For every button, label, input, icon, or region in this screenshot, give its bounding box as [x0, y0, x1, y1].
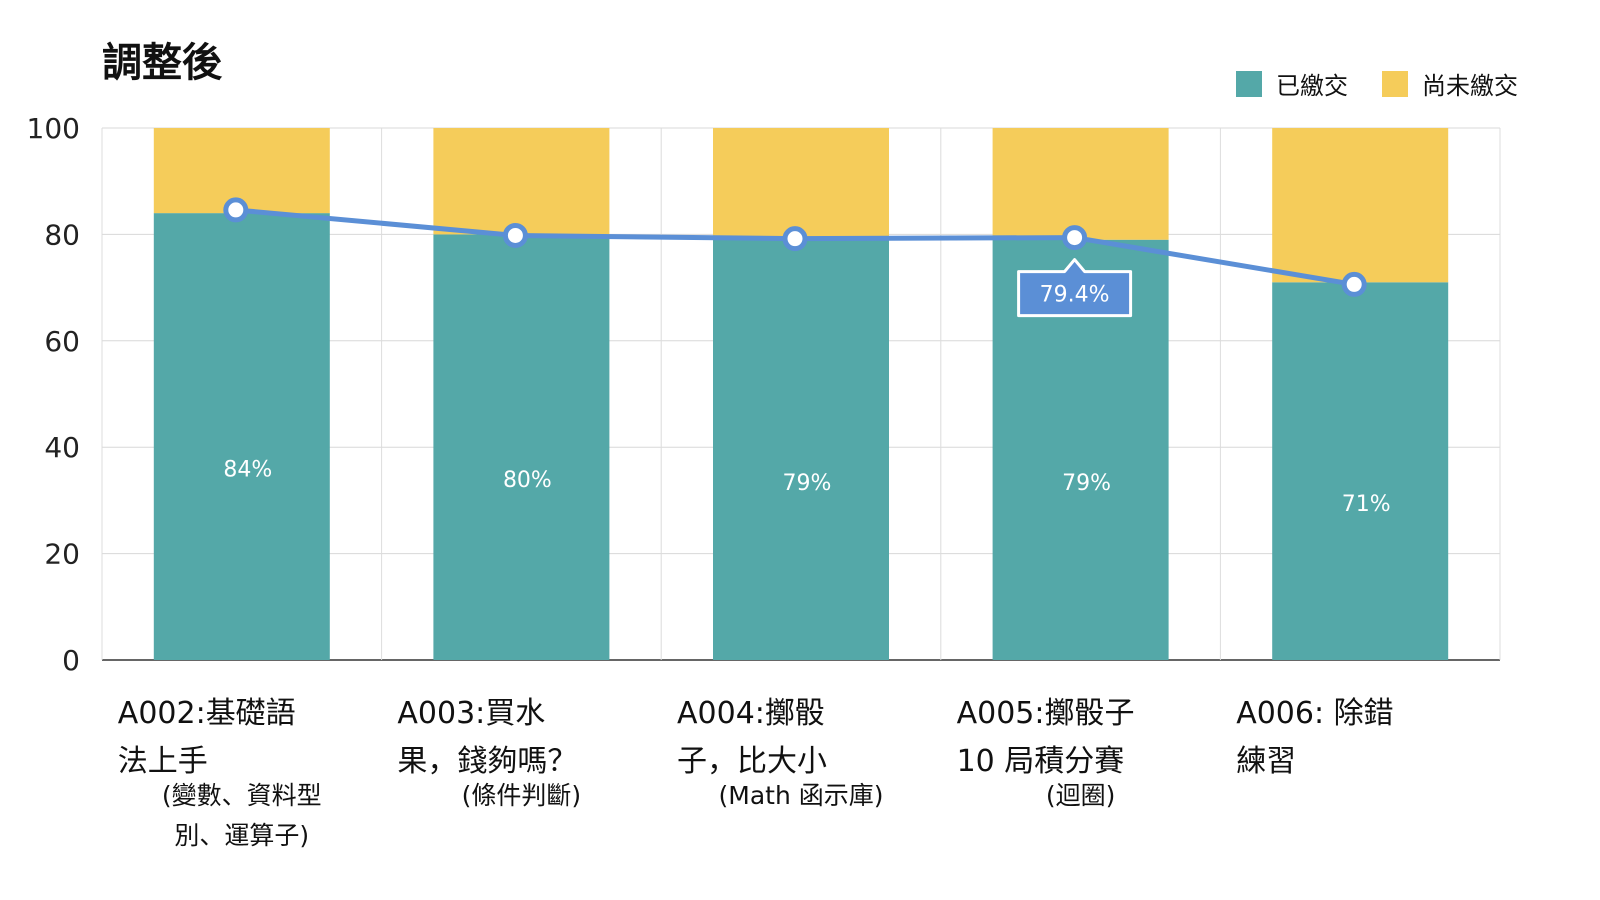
bar-segment-not-submitted: [1272, 128, 1449, 283]
category-label: A006: 除錯 練習: [1236, 690, 1456, 786]
category-label-line2: 法上手: [117, 744, 208, 779]
bar-value-label: 79%: [783, 471, 832, 496]
tooltip-text: 79.4%: [1040, 283, 1110, 308]
category-label: A002:基礎語 法上手: [118, 690, 338, 786]
category-sublabel: (變數、資料型 別、運算子): [132, 776, 352, 856]
category-label-line2: 果，錢夠嗎？: [397, 744, 578, 779]
legend-label-not-submitted: 尚未繳交: [1422, 72, 1518, 100]
bar-segment-not-submitted: [433, 128, 610, 235]
category-label-line1: A002:基礎語: [117, 696, 296, 731]
legend-item-not-submitted[interactable]: 尚未繳交: [1382, 66, 1518, 101]
trend-point: [782, 226, 808, 252]
legend: 已繳交 尚未繳交: [1236, 66, 1518, 101]
category-label: A003:買水 果，錢夠嗎？: [397, 690, 617, 786]
chart-title: 調整後: [102, 40, 222, 86]
category-sublabel: (條件判斷): [411, 776, 631, 816]
category-label-line2: 子，比大小: [677, 744, 827, 779]
bar-segment-not-submitted: [713, 128, 889, 240]
trend-point: [502, 222, 528, 248]
y-tick-label: 40: [44, 431, 80, 464]
legend-label-submitted: 已繳交: [1276, 72, 1348, 100]
bars: 84% 80% 79% 79% 71%: [153, 128, 1449, 660]
y-tick-label: 0: [62, 644, 80, 677]
legend-swatch-not-submitted: [1382, 70, 1408, 97]
trend-point: [223, 197, 249, 223]
bar-segment-submitted: [1272, 282, 1449, 660]
category-sublabel: (迴圈): [971, 776, 1191, 816]
y-tick-label: 100: [27, 112, 80, 145]
category-label: A004:擲骰 子，比大小: [677, 690, 897, 786]
bar-segment-submitted: [433, 234, 610, 660]
y-tick-label: 60: [44, 325, 80, 358]
category-label-line1: A006: 除錯: [1236, 696, 1394, 731]
trend-point: [1341, 271, 1367, 297]
bar-value-label: 80%: [503, 468, 552, 493]
trend-point: [1062, 225, 1088, 251]
y-axis: 0 20 40 60 80 100: [27, 112, 80, 677]
bar-value-label: 79%: [1062, 471, 1111, 496]
category-sublabel-line: (條件判斷): [461, 781, 582, 810]
category-label-line1: A003:買水: [397, 696, 546, 731]
category-label-line1: A005:擲骰子: [956, 696, 1135, 731]
category-sublabel: (Math 函示庫): [691, 776, 911, 816]
legend-swatch-submitted: [1236, 70, 1262, 97]
bar-segment-submitted: [153, 213, 330, 660]
bar-segment-not-submitted: [153, 128, 330, 214]
category-label-line2: 練習: [1236, 744, 1297, 779]
tooltip: 79.4%: [1017, 258, 1133, 318]
category-label-line2: 10 局積分賽: [956, 744, 1125, 779]
bar-value-label: 71%: [1342, 492, 1391, 517]
category-sublabel-line: (迴圈): [1045, 781, 1116, 810]
y-tick-label: 80: [44, 218, 80, 251]
category-label: A005:擲骰子 10 局積分賽: [957, 690, 1177, 786]
tooltip-box: [1017, 258, 1133, 318]
bar-segment-not-submitted: [992, 128, 1169, 240]
category-sublabel-line: 別、運算子): [174, 821, 310, 850]
trend-line: [223, 197, 1367, 297]
y-tick-label: 20: [44, 538, 80, 571]
category-sublabel-line: (Math 函示庫): [718, 781, 884, 810]
category-label-line1: A004:擲骰: [677, 696, 825, 731]
category-sublabel-line: (變數、資料型: [161, 781, 322, 810]
bar-segment-submitted: [713, 239, 889, 660]
bar-value-label: 84%: [223, 458, 272, 483]
legend-item-submitted[interactable]: 已繳交: [1236, 66, 1348, 101]
